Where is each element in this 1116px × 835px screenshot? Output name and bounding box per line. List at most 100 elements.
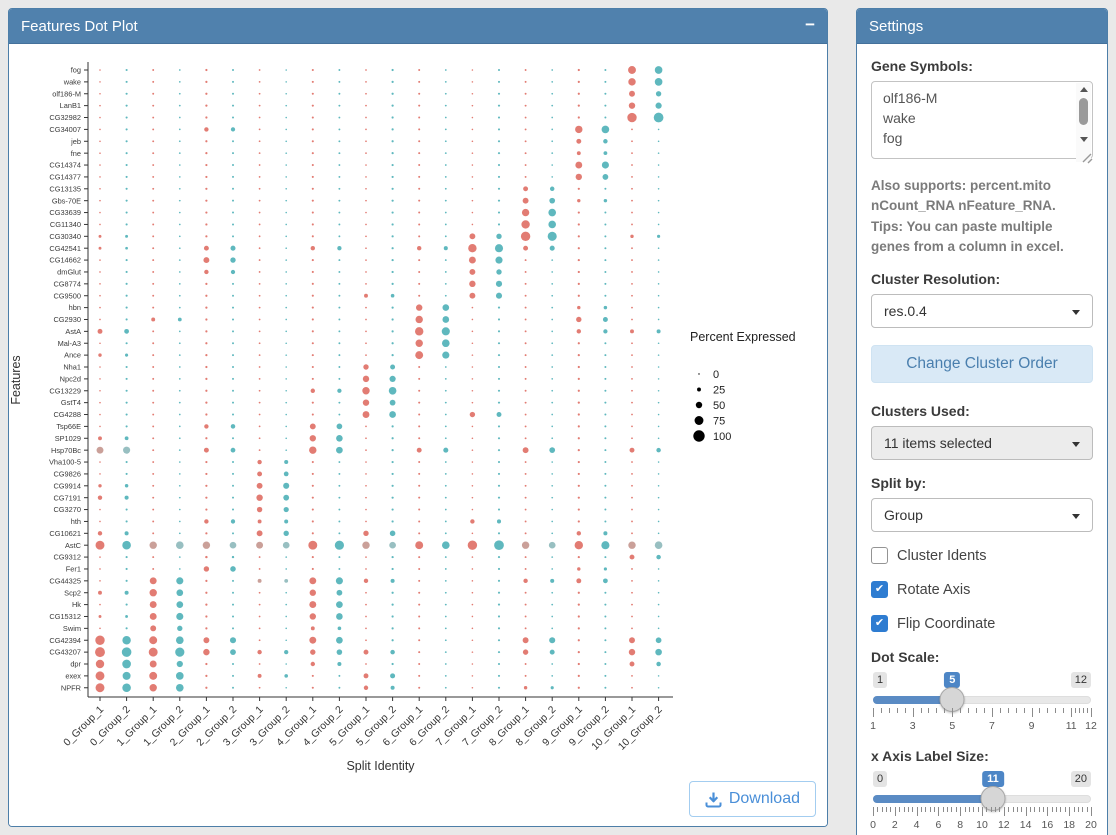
slider-minor-tick: [1083, 708, 1085, 713]
slider-minor-tick: [1038, 807, 1040, 812]
checkbox-box[interactable]: [871, 615, 888, 632]
slider-max-label: 20: [1070, 771, 1091, 787]
cluster-idents-checkbox[interactable]: Cluster Idents: [871, 547, 1093, 564]
checkbox-box[interactable]: [871, 547, 888, 564]
clusters-used-select[interactable]: 11 items selected: [871, 426, 1093, 460]
x-axis-label-size-slider[interactable]: 0 20 11 0 2 4 6 8 10 12 14 16 18 20: [870, 771, 1097, 835]
svg-text:Hk: Hk: [72, 600, 81, 609]
slider-major-tick: [938, 807, 940, 816]
slider-minor-tick: [920, 708, 922, 713]
slider-minor-tick: [955, 807, 957, 812]
slider-minor-tick: [899, 807, 901, 812]
cluster-resolution-select[interactable]: res.0.4: [871, 294, 1093, 328]
scroll-down-icon[interactable]: [1076, 133, 1091, 146]
plot-panel-title: Features Dot Plot: [21, 18, 138, 35]
slider-minor-tick: [1060, 807, 1062, 812]
plot-panel-body: fog wake olf186-M LanB1 CG32982 CG34007 jeb fne…: [9, 44, 827, 826]
help-line-2: Tips: You can paste multiple genes from …: [871, 218, 1064, 254]
slider-minor-tick: [960, 708, 962, 713]
svg-text:CG3270: CG3270: [53, 505, 81, 514]
slider-minor-tick: [1043, 807, 1045, 812]
svg-text:CG44325: CG44325: [49, 576, 81, 585]
svg-text:AstA: AstA: [65, 327, 81, 336]
svg-text:0: 0: [713, 369, 719, 381]
dot-scale-slider[interactable]: 1 12 5 1 3 5 7 9 11 12: [870, 672, 1097, 738]
scrollbar-thumb[interactable]: [1079, 98, 1088, 125]
slider-minor-tick: [947, 807, 949, 812]
svg-text:wake: wake: [63, 77, 81, 86]
split-by-label: Split by:: [871, 475, 927, 491]
slider-minor-tick: [968, 708, 970, 713]
slider-handle[interactable]: [980, 786, 1006, 811]
resize-grip-icon[interactable]: [1079, 150, 1093, 164]
checkbox-box[interactable]: [871, 581, 888, 598]
slider-minor-tick: [1034, 807, 1036, 812]
svg-text:SP1029: SP1029: [55, 434, 81, 443]
svg-text:CG42541: CG42541: [49, 244, 81, 253]
split-by-select[interactable]: Group: [871, 498, 1093, 532]
svg-text:CG42394: CG42394: [49, 636, 81, 645]
slider-major-tick: [952, 708, 954, 717]
slider-major-tick: [912, 708, 914, 717]
change-cluster-order-button[interactable]: Change Cluster Order: [871, 345, 1093, 383]
slider-tick-label: 10: [976, 819, 988, 831]
gene-symbols-input[interactable]: olf186-M wake fog: [871, 81, 1093, 159]
svg-text:CG13229: CG13229: [49, 386, 81, 395]
svg-text:50: 50: [713, 400, 725, 412]
svg-text:CG4288: CG4288: [53, 410, 81, 419]
slider-minor-tick: [1023, 708, 1025, 713]
slider-major-tick: [1091, 807, 1092, 816]
checkbox-label: Cluster Idents: [897, 547, 987, 564]
clusters-used-label: Clusters Used:: [871, 403, 970, 419]
slider-minor-tick: [942, 807, 944, 812]
gene-symbols-field-wrap: olf186-M wake fog: [871, 81, 1093, 164]
svg-text:Gbs-70E: Gbs-70E: [52, 196, 81, 205]
settings-panel-title: Settings: [869, 18, 924, 35]
slider-minor-tick: [886, 807, 888, 812]
slider-tick-label: 0: [870, 819, 876, 831]
scroll-up-icon[interactable]: [1076, 83, 1091, 96]
slider-minor-tick: [1073, 807, 1075, 812]
slider-major-tick: [960, 807, 962, 816]
split-by-value: Group: [884, 507, 923, 523]
svg-text:100: 100: [713, 431, 731, 443]
svg-text:CG34007: CG34007: [49, 125, 81, 134]
slider-tick-label: 12: [997, 819, 1010, 831]
slider-tick-label: 6: [935, 819, 942, 831]
slider-tick-label: 7: [988, 720, 995, 732]
svg-text:CG9312: CG9312: [53, 553, 81, 562]
svg-text:olf186-M: olf186-M: [52, 89, 81, 98]
svg-text:CG7191: CG7191: [53, 493, 81, 502]
svg-text:Fer1: Fer1: [66, 565, 81, 574]
checkbox-label: Rotate Axis: [897, 581, 971, 598]
slider-major-tick: [1031, 708, 1033, 717]
svg-text:Mal-A3: Mal-A3: [58, 339, 81, 348]
svg-text:CG43207: CG43207: [49, 648, 81, 657]
slider-tick-label: 16: [1041, 819, 1054, 831]
plot-panel-header: Features Dot Plot −: [9, 9, 827, 44]
features-dot-plot-panel: Features Dot Plot − fog wake olf186-M LanB1…: [8, 8, 828, 827]
svg-text:NPFR: NPFR: [61, 683, 81, 692]
slider-tick-label: 18: [1063, 819, 1076, 831]
svg-text:AstC: AstC: [65, 541, 82, 550]
rotate-axis-checkbox[interactable]: Rotate Axis: [871, 581, 1093, 598]
slider-major-tick: [1091, 708, 1092, 717]
svg-text:Hsp70Bc: Hsp70Bc: [51, 446, 81, 455]
help-line-1: Also supports: percent.mito nCount_RNA n…: [871, 178, 1056, 214]
slider-major-tick: [1003, 807, 1005, 816]
download-button[interactable]: Download: [688, 781, 816, 817]
slider-major-tick: [916, 807, 918, 816]
svg-text:CG10621: CG10621: [49, 529, 81, 538]
slider-major-tick: [873, 807, 874, 816]
flip-coordinate-checkbox[interactable]: Flip Coordinate: [871, 615, 1093, 632]
slider-minor-tick: [1056, 807, 1058, 812]
gene-symbols-help: Also supports: percent.mito nCount_RNA n…: [871, 176, 1093, 257]
slider-minor-tick: [925, 807, 927, 812]
slider-minor-tick: [1012, 807, 1014, 812]
caret-down-icon: [1072, 442, 1080, 447]
slider-minor-tick: [1063, 708, 1065, 713]
slider-minor-tick: [1021, 807, 1023, 812]
minus-icon[interactable]: −: [805, 15, 815, 34]
svg-text:CG14377: CG14377: [49, 173, 81, 182]
textarea-scrollbar[interactable]: [1076, 83, 1091, 162]
